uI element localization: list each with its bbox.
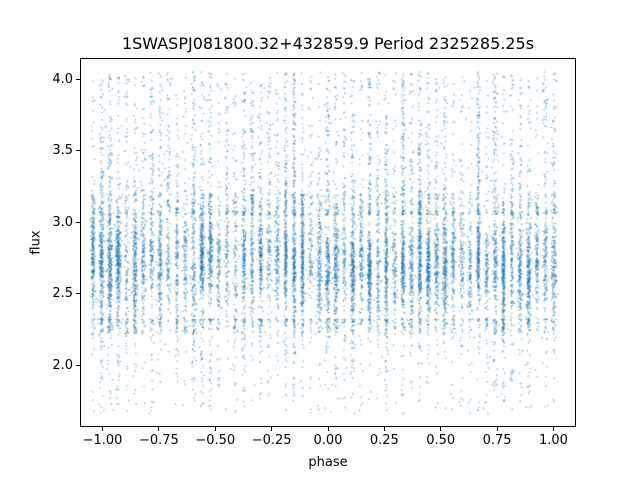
x-tick-label: −0.50	[195, 433, 236, 448]
y-tick-mark	[76, 150, 80, 152]
x-tick-mark	[158, 427, 160, 431]
x-tick-label: 0.25	[369, 433, 399, 448]
x-tick-label: −0.25	[251, 433, 292, 448]
y-tick-label: 4.0	[52, 71, 73, 87]
x-tick-mark	[271, 427, 273, 431]
x-tick-label: 0.75	[482, 433, 512, 448]
y-tick-mark	[76, 364, 80, 366]
x-tick-mark	[552, 427, 554, 431]
y-tick-label: 2.0	[52, 357, 73, 373]
x-tick-mark	[327, 427, 329, 431]
y-tick-label: 2.5	[52, 286, 73, 302]
x-tick-label: −0.75	[138, 433, 179, 448]
x-tick-mark	[440, 427, 442, 431]
y-tick-mark	[76, 78, 80, 80]
chart-title: 1SWASPJ081800.32+432859.9 Period 2325285…	[121, 34, 535, 53]
x-tick-label: 0.00	[313, 433, 343, 448]
x-tick-label: 0.50	[426, 433, 456, 448]
y-axis-label: flux	[28, 230, 44, 255]
x-tick-mark	[383, 427, 385, 431]
x-axis-label: phase	[308, 455, 348, 470]
y-tick-mark	[76, 221, 80, 223]
y-tick-label: 3.5	[52, 143, 73, 159]
x-tick-mark	[102, 427, 104, 431]
x-tick-label: −1.00	[82, 433, 123, 448]
scatter-canvas	[80, 58, 576, 427]
x-tick-mark	[496, 427, 498, 431]
x-tick-mark	[214, 427, 216, 431]
x-tick-label: 1.00	[538, 433, 568, 448]
y-tick-label: 3.0	[52, 214, 73, 230]
y-tick-mark	[76, 293, 80, 295]
